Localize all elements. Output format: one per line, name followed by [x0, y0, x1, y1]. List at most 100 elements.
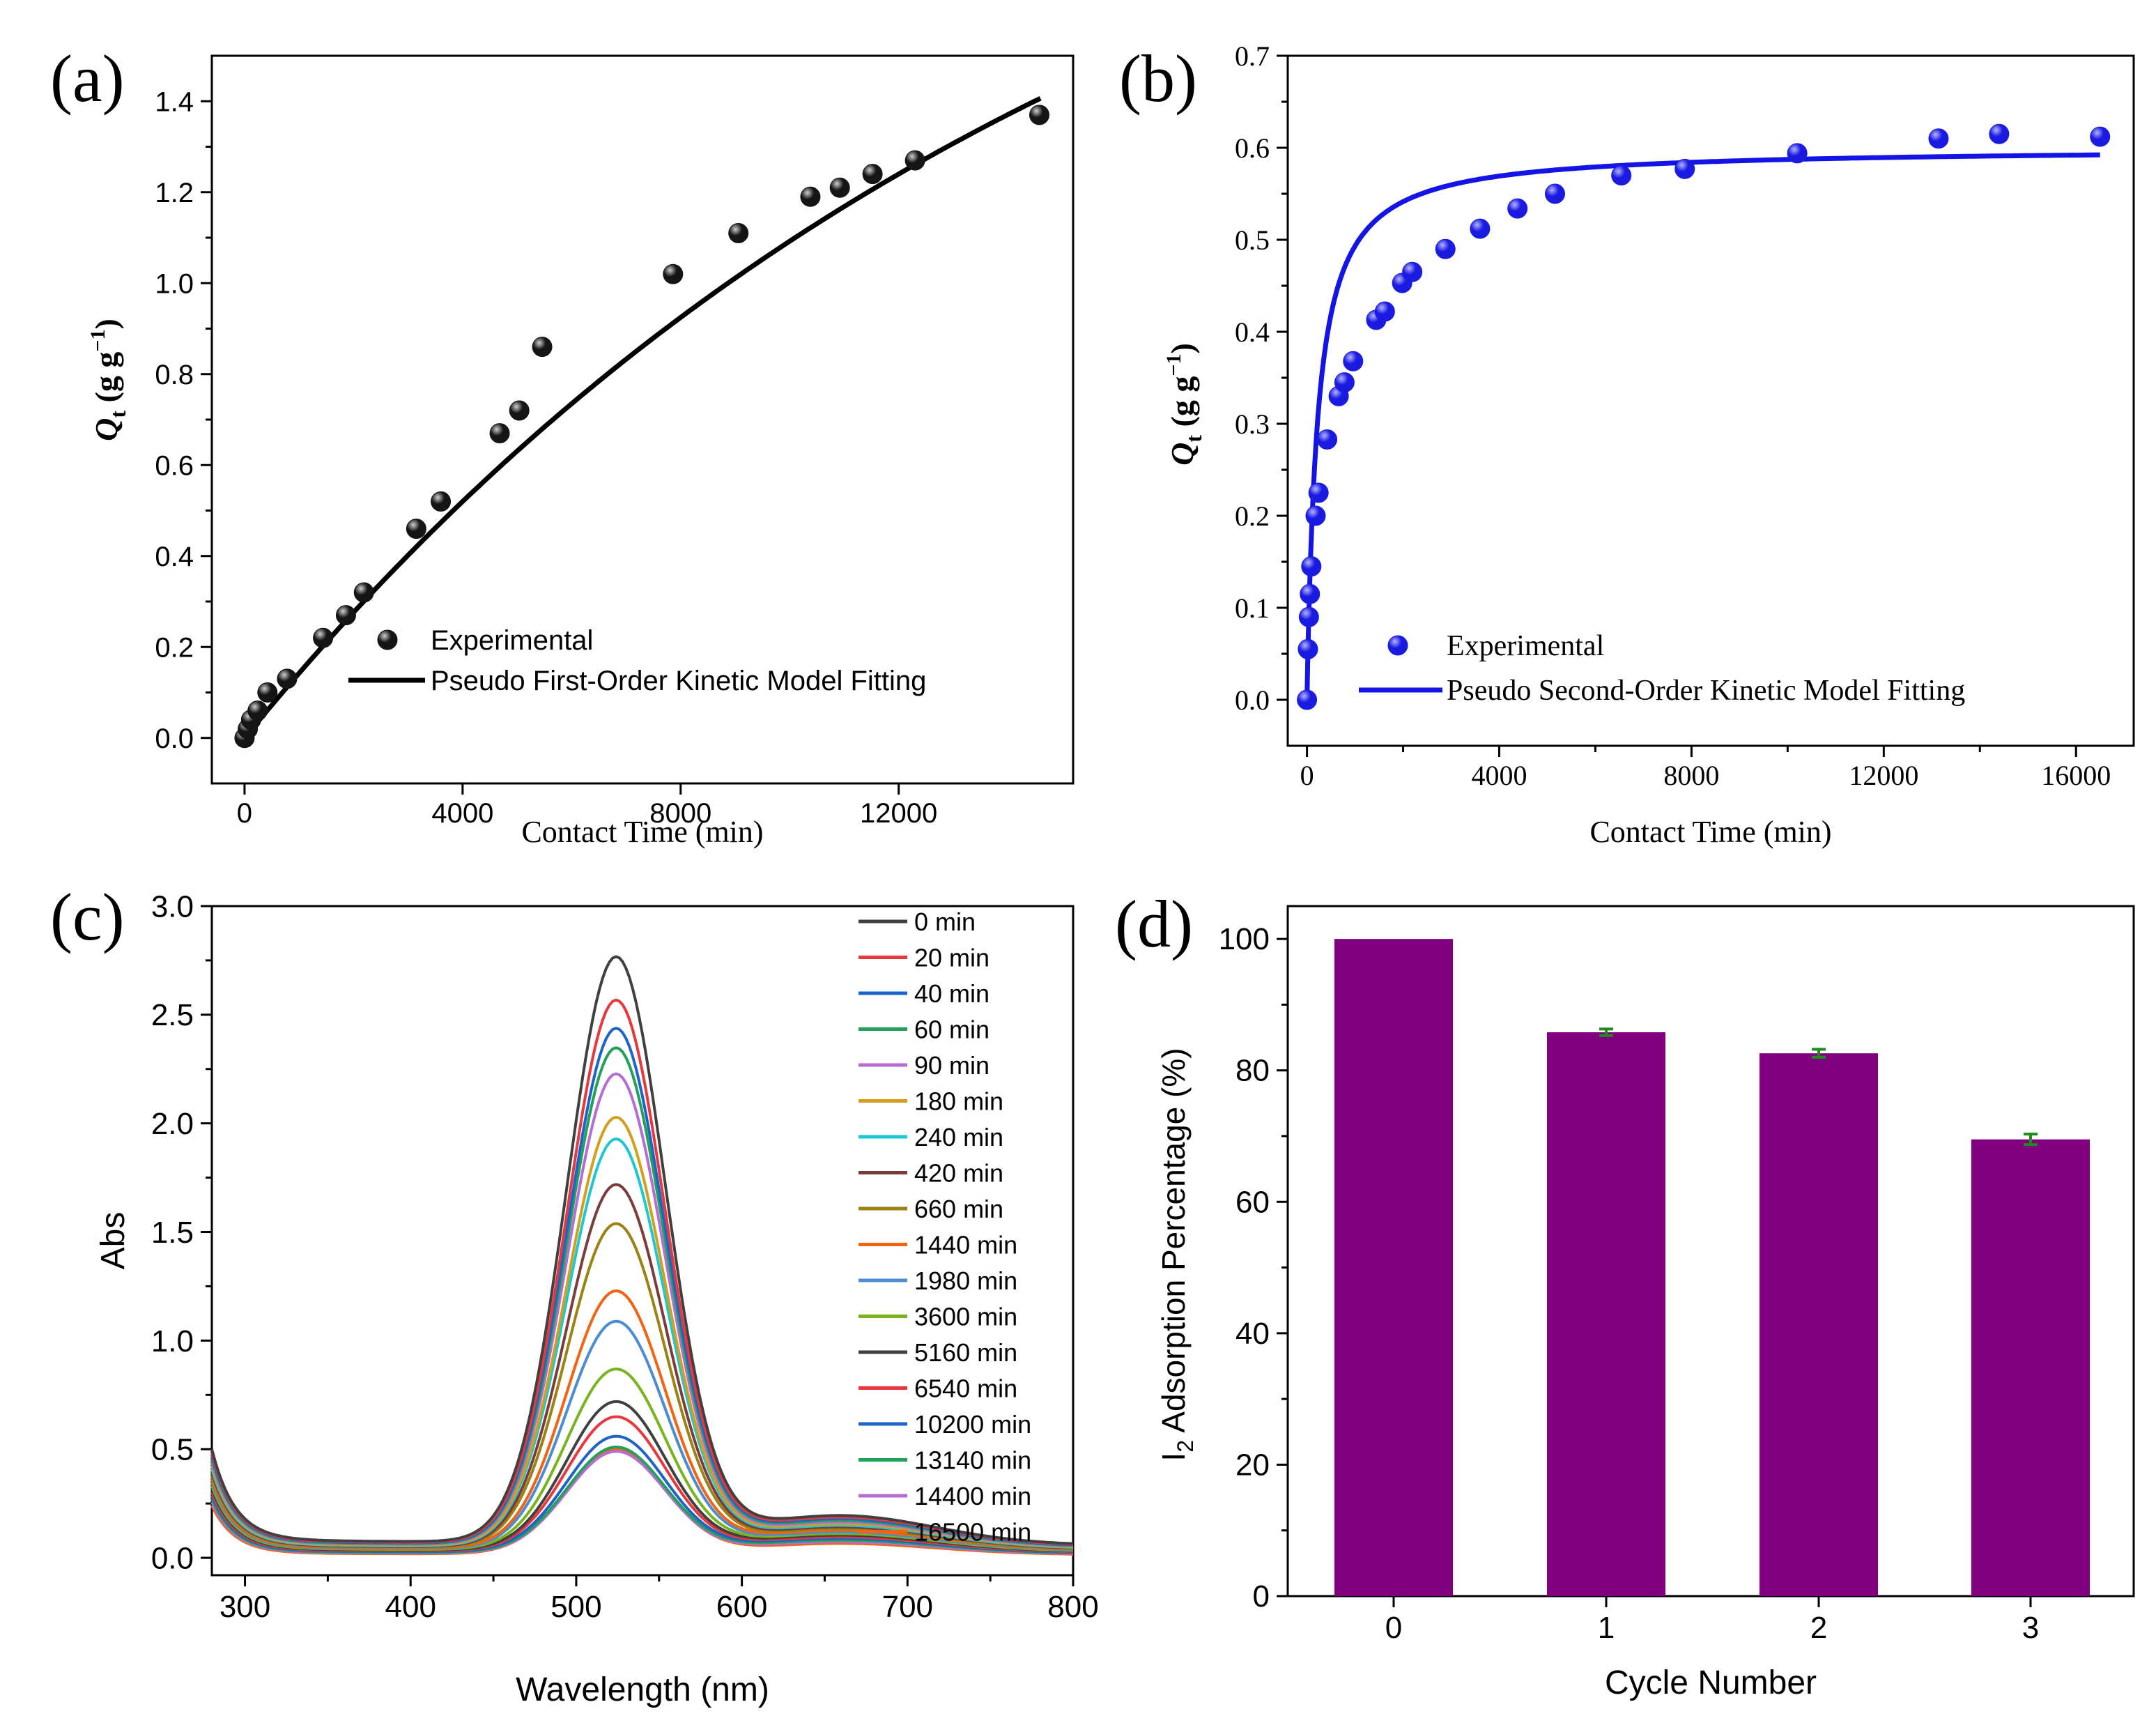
data-point	[800, 186, 821, 207]
panel-b-series	[1297, 123, 2111, 710]
data-point	[663, 263, 684, 284]
y-label-q: Q	[1164, 443, 1200, 466]
legend-label: 3600 min	[914, 1303, 1017, 1331]
x-tick-label: 12000	[1849, 760, 1918, 791]
legend-label: 10200 min	[914, 1410, 1031, 1439]
legend-label-fit: Pseudo First-Order Kinetic Model Fitting	[431, 666, 926, 696]
y-label-subscript: t	[105, 411, 130, 418]
panel-d-bars	[1334, 939, 2090, 1596]
data-point	[1470, 218, 1491, 239]
y-tick-label: 60	[1235, 1185, 1270, 1219]
x-tick-label: 0	[1385, 1611, 1402, 1645]
data-point	[728, 222, 749, 243]
legend-label: 180 min	[914, 1087, 1003, 1116]
data-point	[1435, 238, 1456, 259]
data-point	[1928, 128, 1949, 149]
data-point	[862, 164, 883, 185]
y-label-rest: Adsorption Percentage (%)	[1155, 1048, 1192, 1440]
data-point	[313, 627, 334, 648]
data-point	[1298, 606, 1319, 627]
fit-line-first-order	[242, 95, 1042, 740]
data-point	[1674, 158, 1695, 179]
y-tick-label: 1.5	[151, 1216, 194, 1250]
data-point	[904, 150, 925, 171]
data-point	[1507, 198, 1528, 219]
legend-label: 90 min	[914, 1051, 990, 1080]
data-point	[1300, 583, 1320, 604]
panel-d-axis-ticks: 0 20 40 60 80 100 0 1 2 3	[1219, 922, 2040, 1645]
panel-d-plot-frame	[1286, 905, 2135, 1598]
data-point	[1297, 689, 1318, 710]
panel-c-x-axis-label: Wavelength (nm)	[516, 1671, 769, 1708]
legend-label: 1440 min	[914, 1231, 1017, 1259]
panel-b-kinetics-second-order: (b) 0 4000 8000 12000 16000 0.0 0.1 0.2 0.3 0.4 0.…	[1119, 40, 2135, 849]
data-point	[406, 519, 426, 539]
data-point	[247, 700, 268, 721]
data-point	[1308, 482, 1329, 503]
data-point	[353, 582, 374, 603]
y-tick-label: 0.4	[1235, 316, 1270, 348]
legend-label: 13140 min	[914, 1446, 1031, 1475]
y-label-q: Q	[88, 418, 124, 441]
y-tick-label: 1.0	[155, 268, 194, 299]
data-point	[1298, 638, 1318, 659]
panel-b-plot-frame	[1286, 54, 2135, 747]
x-tick-label: 500	[550, 1590, 601, 1624]
data-point	[1343, 351, 1364, 371]
panel-a-axis-ticks: 0 4000 8000 12000 0.0 0.2 0.4 0.6 0.8 1.0 1.2 1.4	[155, 86, 937, 829]
x-tick-label: 300	[220, 1590, 270, 1624]
x-tick-label: 8000	[1663, 760, 1719, 791]
legend-label: 5160 min	[914, 1338, 1017, 1367]
data-point	[277, 668, 298, 689]
y-tick-label: 0.2	[1235, 500, 1270, 532]
legend-label: 40 min	[914, 979, 990, 1008]
bar-cycle-2	[1760, 1053, 1878, 1596]
y-tick-label: 2.0	[151, 1107, 194, 1141]
data-point	[377, 629, 398, 650]
panel-b-label: (b)	[1119, 41, 1197, 116]
y-tick-label: 0.5	[151, 1433, 194, 1467]
y-tick-label: 1.4	[155, 86, 194, 117]
x-tick-label: 8000	[649, 798, 711, 829]
panel-a-series	[234, 95, 1049, 749]
y-tick-label: 0.1	[1235, 592, 1270, 624]
legend-label: 14400 min	[914, 1482, 1031, 1510]
y-label-close: )	[88, 319, 124, 329]
panel-c-legend: 0 min 20 min 40 min 60 min 90 min 180 min 240 …	[858, 907, 1031, 1547]
y-tick-label: 0.0	[151, 1541, 194, 1575]
y-tick-label: 1.0	[151, 1324, 194, 1358]
y-tick-label: 100	[1219, 922, 1270, 956]
x-tick-label: 4000	[431, 798, 493, 829]
legend-label-experimental: Experimental	[431, 625, 593, 656]
y-tick-label: 0.7	[1235, 40, 1270, 72]
x-tick-label: 400	[385, 1590, 436, 1624]
panel-b-axis-ticks: 0 4000 8000 12000 16000 0.0 0.1 0.2 0.3 0.4 0.5 0.6…	[1235, 40, 2111, 791]
legend-label: 16500 min	[914, 1518, 1031, 1547]
data-point	[1787, 143, 1808, 164]
y-tick-label: 0.4	[155, 542, 194, 572]
y-label-superscript: −1	[86, 330, 109, 352]
bar-cycle-1	[1547, 1032, 1665, 1596]
data-point	[1989, 123, 2010, 144]
panel-b-legend: Experimental Pseudo Second-Order Kinetic …	[1359, 630, 1965, 707]
data-point	[431, 491, 452, 512]
data-point	[489, 423, 510, 444]
panel-d-x-axis-label: Cycle Number	[1605, 1664, 1817, 1701]
data-point	[1305, 505, 1326, 526]
data-point	[1374, 301, 1395, 322]
legend-label-fit: Pseudo Second-Order Kinetic Model Fittin…	[1447, 675, 1965, 707]
legend-label: 240 min	[914, 1123, 1003, 1151]
spectrum-line	[210, 955, 1074, 1545]
x-tick-label: 800	[1047, 1590, 1098, 1624]
legend-label-experimental: Experimental	[1447, 630, 1604, 662]
y-tick-label: 80	[1235, 1054, 1270, 1088]
x-tick-label: 0	[237, 798, 252, 829]
panel-b-x-axis-label: Contact Time (min)	[1589, 815, 1831, 849]
y-label-subscript: t	[1181, 435, 1206, 443]
panel-a-legend: Experimental Pseudo First-Order Kinetic M…	[348, 625, 926, 696]
panel-c-uv-vis-spectra: (c) 300 400 500 600 700 800 0.0 0.5 1.0 1.5 2.0 2.5…	[50, 880, 1099, 1708]
x-tick-label: 0	[1300, 760, 1314, 791]
panel-c-label: (c)	[50, 880, 125, 954]
